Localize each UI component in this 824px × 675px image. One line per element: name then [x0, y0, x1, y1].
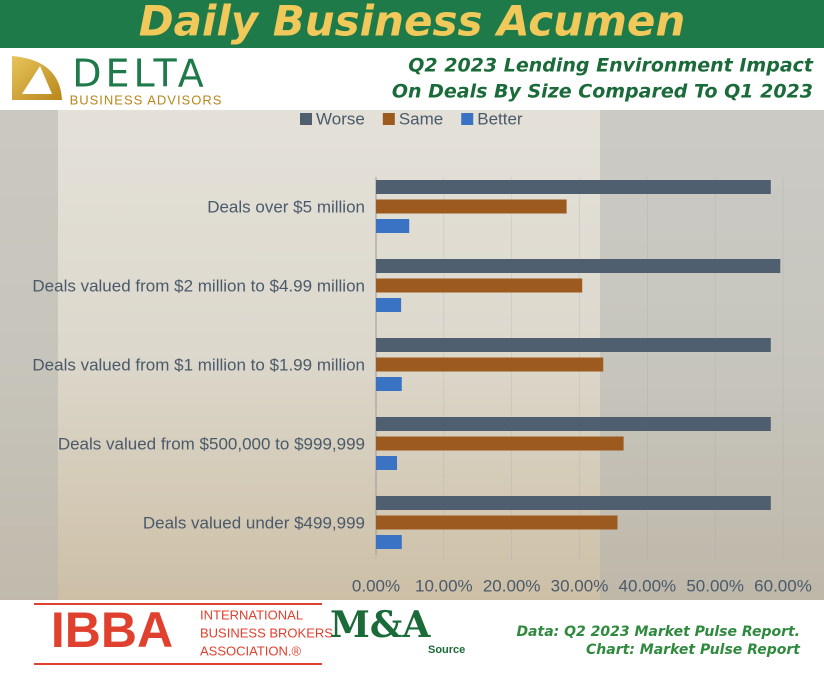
- bar: [376, 377, 402, 391]
- ibba-text: INTERNATIONAL: [200, 607, 303, 622]
- x-tick-label: 60.00%: [754, 576, 812, 595]
- header-title: Daily Business Acumen: [139, 0, 685, 46]
- x-tick-label: 10.00%: [415, 576, 473, 595]
- ma-sub: Source: [428, 644, 465, 656]
- header-bar: [0, 0, 824, 48]
- bar: [376, 417, 771, 431]
- bar: [376, 259, 781, 273]
- logo-tagline: BUSINESS ADVISORS: [70, 92, 223, 107]
- chart: Worse Same Better 0.00% 10.00% 20.00% 30.00% 40…: [300, 109, 812, 595]
- ma-logo: M&A: [330, 604, 431, 646]
- legend-label: Worse: [316, 109, 365, 128]
- bar: [376, 180, 771, 194]
- x-tick-label: 30.00%: [551, 576, 609, 595]
- x-tick-label: 40.00%: [618, 576, 676, 595]
- bar: [376, 199, 567, 214]
- chart-title: On Deals By Size Compared To Q1 2023: [392, 81, 813, 103]
- x-tick-label: 20.00%: [483, 576, 541, 595]
- x-tick-label: 50.00%: [686, 576, 744, 595]
- title-band: [0, 48, 824, 110]
- x-tick-label: 0.00%: [352, 576, 400, 595]
- door-frame: [0, 48, 58, 600]
- legend-swatch: [382, 113, 395, 125]
- ibba-text: BUSINESS BROKERS: [200, 625, 333, 640]
- legend-swatch: [300, 113, 312, 125]
- bar: [376, 219, 410, 233]
- legend-label: Better: [477, 109, 523, 128]
- logo-mark-inner: [22, 66, 52, 94]
- legend-label: Same: [399, 109, 443, 128]
- chart-title: Q2 2023 Lending Environment Impact: [408, 55, 814, 77]
- bar: [376, 535, 402, 549]
- footer-band: [0, 600, 824, 675]
- source-note: Data: Q2 2023 Market Pulse Report.: [516, 624, 800, 640]
- bar: [376, 456, 398, 470]
- bar: [376, 496, 771, 510]
- bar: [376, 298, 402, 312]
- bar: [376, 436, 624, 451]
- ibba-logo: IBBA: [51, 602, 173, 658]
- bar: [376, 515, 618, 530]
- bar: [376, 338, 771, 352]
- legend-swatch: [461, 113, 474, 125]
- bar: [376, 278, 583, 293]
- source-note: Chart: Market Pulse Report: [586, 642, 801, 658]
- logo-name: DELTA: [72, 52, 207, 96]
- ibba-text: ASSOCIATION.®: [200, 643, 301, 658]
- bar: [376, 357, 604, 372]
